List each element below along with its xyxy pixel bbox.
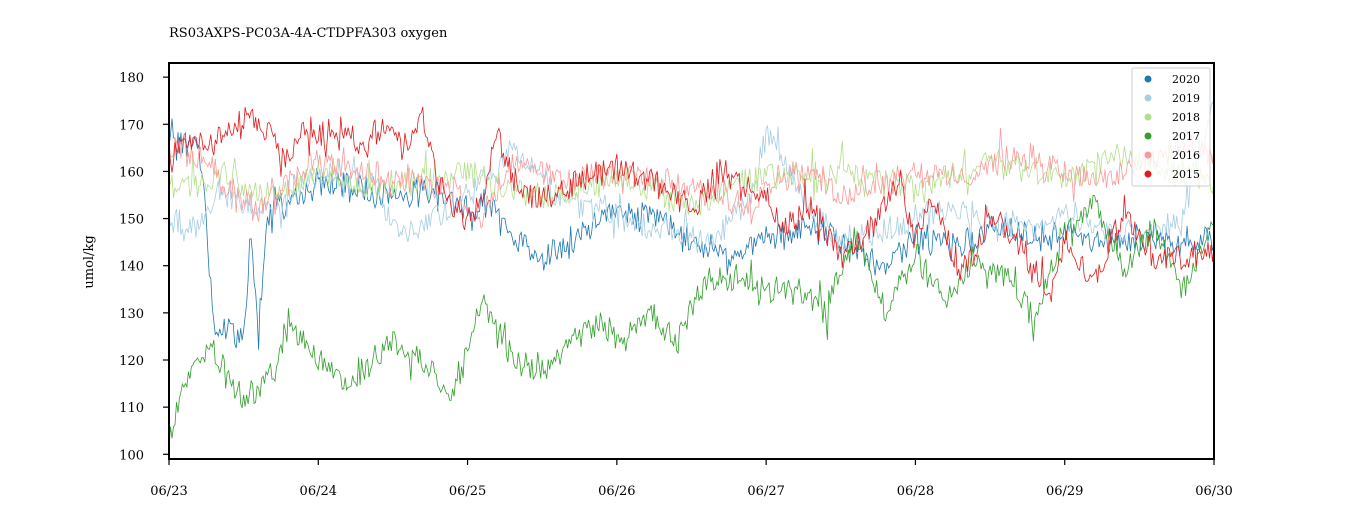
series-layer — [169, 101, 1214, 448]
y-tick-label: 160 — [119, 165, 144, 180]
x-tick-label: 06/30 — [1195, 484, 1232, 499]
y-tick-label: 110 — [119, 401, 144, 416]
x-tick-label: 06/27 — [747, 484, 784, 499]
legend-label-2015: 2015 — [1172, 168, 1200, 181]
y-tick-label: 130 — [119, 307, 144, 322]
legend-label-2020: 2020 — [1172, 73, 1200, 86]
series-line-2016 — [169, 127, 1214, 229]
y-tick-label: 100 — [119, 448, 144, 463]
x-tick-label: 06/24 — [300, 484, 337, 499]
legend-label-2016: 2016 — [1172, 149, 1200, 162]
x-tick-label: 06/25 — [449, 484, 486, 499]
legend-marker-2016 — [1144, 151, 1152, 159]
y-tick-label: 180 — [119, 71, 144, 86]
chart-title: RS03AXPS-PC03A-4A-CTDPFA303 oxygen — [169, 26, 448, 41]
y-tick-label: 150 — [119, 213, 144, 228]
legend-marker-2017 — [1144, 132, 1152, 140]
series-line-2018 — [169, 138, 1214, 216]
axis-layer: 100 110 120 130 140 150 160 170 180 06/23 06/24 06/… — [119, 71, 1233, 499]
x-tick-label: 06/28 — [897, 484, 934, 499]
legend-marker-2020 — [1144, 75, 1152, 83]
legend-label-2019: 2019 — [1172, 92, 1200, 105]
legend: 2020 2019 2018 2017 2016 2015 — [1131, 67, 1211, 187]
legend-label-2017: 2017 — [1172, 130, 1200, 143]
legend-marker-2019 — [1144, 94, 1152, 102]
series-line-2019 — [169, 101, 1214, 254]
legend-label-2018: 2018 — [1172, 111, 1200, 124]
x-tick-label: 06/26 — [598, 484, 635, 499]
y-axis-label: umol/kg — [82, 235, 97, 288]
legend-marker-2015 — [1144, 170, 1152, 178]
y-tick-label: 170 — [119, 118, 144, 133]
series-line-2020 — [169, 118, 1214, 350]
legend-box — [1131, 67, 1211, 187]
y-tick-label: 140 — [119, 260, 144, 275]
x-tick-label: 06/29 — [1046, 484, 1083, 499]
legend-marker-2018 — [1144, 113, 1152, 121]
y-tick-label: 120 — [119, 354, 144, 369]
x-tick-label: 06/23 — [150, 484, 187, 499]
series-line-2017 — [169, 194, 1214, 448]
plot-frame — [168, 62, 1215, 460]
series-line-2015 — [169, 106, 1214, 303]
